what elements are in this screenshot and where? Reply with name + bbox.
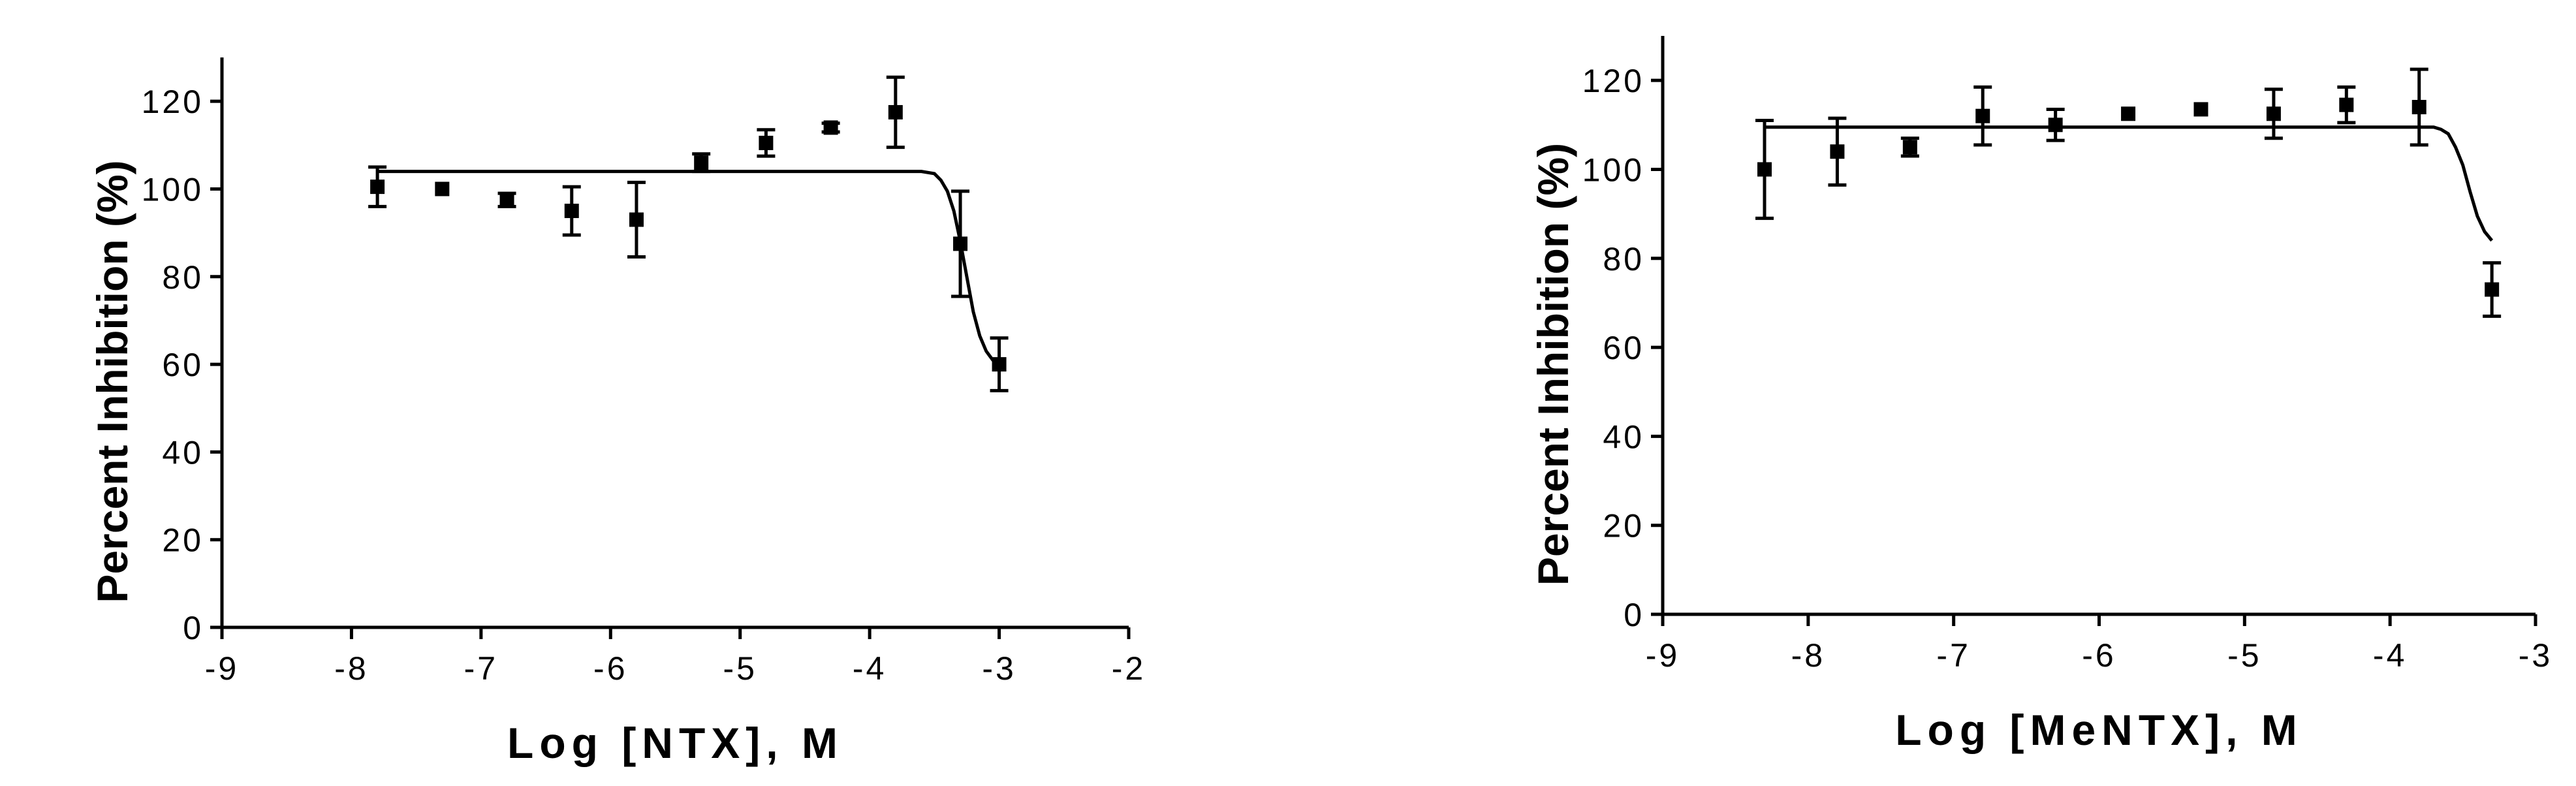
y-tick-label: 60: [162, 347, 204, 383]
y-tick-label: 80: [1603, 241, 1644, 277]
x-tick-label: -8: [334, 650, 368, 687]
data-point: [2339, 97, 2354, 112]
y-tick-label: 80: [162, 259, 204, 296]
data-point: [1975, 108, 1990, 123]
x-tick-label: -8: [1791, 637, 1825, 674]
y-tick-label: 120: [142, 84, 204, 120]
x-tick-label: -9: [205, 650, 239, 687]
x-tick-label: -3: [982, 650, 1016, 687]
x-tick-label: -6: [2082, 637, 2116, 674]
y-tick-label: 20: [162, 522, 204, 559]
chart-panel: 0 20 40 60 80 100 120 -9 -8 -7 -6 -5 -4 -3 -2 Log [NTX]…: [88, 57, 1146, 767]
data-point: [888, 104, 903, 119]
data-point: [694, 155, 709, 170]
x-tick-label: -7: [464, 650, 498, 687]
x-tick-label: -4: [2373, 637, 2407, 674]
y-tick-label: 100: [142, 171, 204, 208]
y-tick-label: 120: [1582, 63, 1644, 99]
y-tick-label: 0: [183, 610, 204, 646]
data-point: [629, 212, 644, 227]
x-tick-label: -5: [723, 650, 757, 687]
data-point: [1902, 140, 1917, 155]
data-point: [370, 180, 385, 195]
chart-panel: 0 20 40 60 80 100 120 -9 -8 -7 -6 -5 -4 -3 Log [MeNTX]…: [1529, 36, 2552, 754]
x-tick-label: -9: [1646, 637, 1680, 674]
data-point: [2266, 106, 2281, 121]
x-tick-label: -4: [853, 650, 887, 687]
data-point: [2121, 106, 2136, 121]
data-point: [992, 357, 1007, 372]
y-tick-label: 40: [1603, 418, 1644, 455]
x-axis-title: Log [MeNTX], M: [1895, 706, 2303, 754]
y-tick-label: 40: [162, 434, 204, 471]
x-tick-label: -2: [1112, 650, 1146, 687]
data-point: [564, 204, 579, 219]
fit-curve: [377, 170, 1000, 364]
y-tick-label: 60: [1603, 330, 1644, 366]
y-tick-label: 0: [1624, 597, 1644, 633]
y-axis-title: Percent Inhibition (%): [88, 160, 136, 603]
data-point: [953, 236, 968, 251]
x-axis-title: Log [NTX], M: [507, 719, 843, 767]
data-point: [823, 120, 838, 135]
y-axis-title: Percent Inhibition (%): [1529, 143, 1577, 586]
data-point: [435, 181, 450, 196]
data-point: [2048, 118, 2063, 133]
x-tick-label: -5: [2227, 637, 2261, 674]
data-point: [1830, 144, 1845, 159]
y-tick-label: 20: [1603, 508, 1644, 544]
x-tick-label: -3: [2519, 637, 2552, 674]
data-point: [2193, 102, 2208, 117]
x-tick-label: -6: [593, 650, 627, 687]
y-tick-label: 100: [1582, 151, 1644, 188]
data-point: [759, 135, 774, 150]
data-point: [499, 193, 514, 208]
x-tick-label: -7: [1936, 637, 1970, 674]
data-point: [1757, 162, 1772, 177]
data-point: [2485, 282, 2500, 297]
data-point: [2411, 100, 2427, 115]
fit-curve: [1764, 125, 2494, 242]
